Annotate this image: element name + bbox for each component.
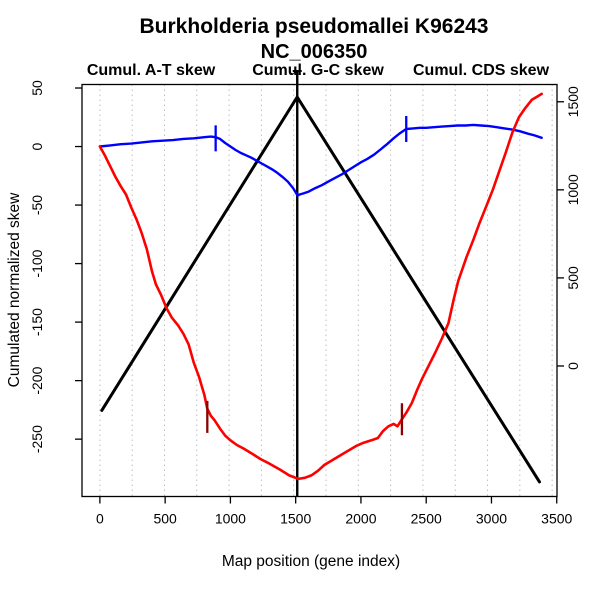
chart-subtitle: NC_006350	[261, 41, 368, 63]
x-tick-label: 2000	[345, 511, 376, 527]
cds-skew-line	[100, 95, 541, 484]
y-right-tick-label: 1000	[565, 174, 581, 205]
y-left-tick-label: -200	[29, 366, 45, 394]
at-skew-line	[98, 92, 544, 481]
y-left-tick-label: -250	[29, 425, 45, 453]
y-left-tick-label: 50	[29, 80, 45, 96]
y-right-tick-label: 0	[565, 362, 581, 370]
x-tick-label: 2500	[411, 511, 442, 527]
x-axis-label: Map position (gene index)	[222, 553, 400, 570]
x-tick-label: 0	[96, 511, 104, 527]
plot-area: 0 500 1000 1500 2000 2500 3000 3500500-50-100-1…	[29, 70, 581, 527]
legend-item-gc-skew: Cumul. G-C skew	[252, 62, 384, 79]
gc-skew-line	[98, 123, 543, 197]
x-tick-label: 1500	[280, 511, 311, 527]
plot-border	[81, 83, 558, 498]
y-right-tick-label: 1500	[565, 86, 581, 117]
legend-item-cds-skew: Cumul. CDS skew	[413, 62, 550, 79]
legend-item-at-skew: Cumul. A-T skew	[87, 62, 216, 79]
chart-title: Burkholderia pseudomallei K96243	[140, 15, 489, 38]
y-right-tick-label: 500	[565, 266, 581, 290]
y-axis-label: Cumulated normalized skew	[6, 192, 23, 388]
x-tick-label: 3500	[541, 511, 572, 527]
y-left-tick-label: -100	[29, 249, 45, 277]
y-left-tick-label: -50	[29, 195, 45, 215]
y-left-tick-label: 0	[29, 142, 45, 150]
y-left-tick-label: -150	[29, 308, 45, 336]
x-tick-label: 1000	[215, 511, 246, 527]
x-tick-label: 3000	[476, 511, 507, 527]
x-tick-label: 500	[153, 511, 177, 527]
